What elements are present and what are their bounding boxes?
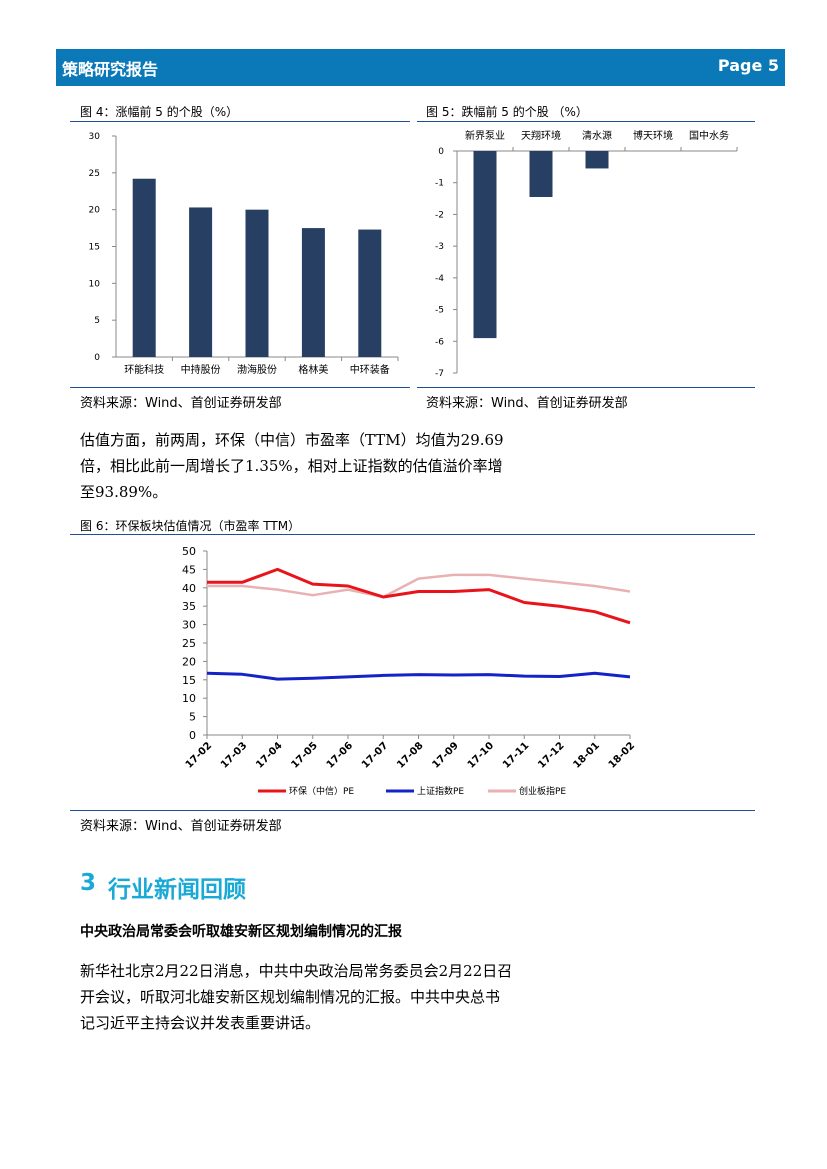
- fig5-y-tick-label: -5: [435, 306, 444, 316]
- fig5-y-tick-label: -7: [435, 369, 444, 379]
- fig4-x-tick-label: 环能科技: [124, 363, 164, 376]
- fig6-y-tick-label: 0: [189, 729, 196, 742]
- fig5-source: 资料来源：Wind、首创证券研发部: [426, 396, 628, 411]
- fig6-y-tick-label: 15: [182, 674, 196, 687]
- fig4-bar: [301, 228, 325, 357]
- fig5-x-tick-label: 天翔环境: [521, 129, 561, 142]
- fig4-bottom-rule: [70, 387, 410, 388]
- fig4-source: 资料来源：Wind、首创证券研发部: [80, 396, 282, 411]
- fig4-x-tick-label: 格林美: [298, 363, 328, 376]
- fig6-source: 资料来源：Wind、首创证券研发部: [80, 819, 282, 834]
- fig6-x-tick-label: 17-11: [501, 740, 531, 770]
- fig6-legend-label: 创业板指PE: [519, 785, 566, 797]
- fig4-x-tick-label: 中环装备: [350, 363, 390, 376]
- fig6-legend-label: 上证指数PE: [417, 785, 464, 797]
- report-type-title: 策略研究报告: [62, 60, 159, 79]
- fig4-x-tick-label: 渤海股份: [237, 363, 277, 376]
- fig5-y-tick-label: -3: [435, 242, 444, 252]
- fig5-y-tick-label: -1: [435, 179, 444, 189]
- fig6-y-tick-label: 20: [182, 655, 196, 668]
- news-headline: 中央政治局常委会听取雄安新区规划编制情况的汇报: [80, 924, 402, 940]
- fig6-series-line: [206, 671, 631, 681]
- fig5-bar: [473, 151, 497, 339]
- fig6-x-tick-label: 17-03: [219, 740, 249, 770]
- fig4-bar: [245, 209, 269, 357]
- fig5-y-tick-label: -6: [435, 337, 444, 347]
- valuation-line-2: 倍，相比此前一周增长了1.35%，相对上证指数的估值溢价率增: [80, 457, 503, 475]
- fig5-x-tick-label: 新界泵业: [465, 129, 505, 142]
- fig6-x-tick-label: 17-09: [430, 740, 460, 770]
- fig4-bar: [132, 178, 156, 357]
- fig5-bar: [585, 151, 609, 169]
- section-title: 行业新闻回顾: [108, 877, 246, 903]
- fig6-y-tick-label: 25: [182, 637, 196, 650]
- fig4-y-tick-label: 25: [89, 169, 100, 179]
- fig6-bottom-rule: [70, 810, 755, 811]
- news-line-3: 记习近平主持会议并发表重要讲话。: [80, 1014, 321, 1032]
- fig6-x-tick-label: 17-06: [325, 740, 355, 770]
- fig6-x-tick-label: 17-04: [254, 740, 284, 770]
- news-paragraph: 新华社北京2月22日消息，中共中央政治局常务委员会2月22日召 开会议，听取河北…: [80, 958, 600, 1036]
- fig6-y-tick-label: 5: [189, 711, 196, 724]
- fig6-title: 图 6：环保板块估值情况（市盈率 TTM）: [80, 519, 301, 533]
- fig6-y-tick-label: 40: [182, 582, 196, 595]
- fig5-chart: 0 -1 -2 -3 -4 -5 -6 -7 新界泵业 天翔环境 清水源 博天环境 国中水务: [435, 129, 738, 379]
- fig6-legend-label: 环保（中信）PE: [289, 785, 354, 797]
- fig4-y-tick-label: 0: [94, 353, 100, 363]
- valuation-line-3: 至93.89%。: [80, 483, 168, 501]
- fig6-x-tick-label: 17-02: [184, 740, 214, 770]
- fig5-bottom-rule: [417, 387, 755, 388]
- fig5-top-rule: [417, 121, 755, 122]
- news-line-1: 新华社北京2月22日消息，中共中央政治局常务委员会2月22日召: [80, 962, 513, 980]
- fig6-y-tick-label: 50: [182, 545, 196, 558]
- fig4-y-tick-label: 20: [89, 206, 101, 216]
- fig6-y-tick-label: 30: [182, 619, 196, 632]
- fig4-bar: [358, 229, 382, 357]
- fig5-x-tick-label: 清水源: [582, 129, 612, 142]
- fig4-y-tick-label: 10: [89, 279, 101, 289]
- fig6-y-tick-label: 10: [182, 692, 196, 705]
- fig6-x-tick-label: 17-07: [360, 740, 390, 770]
- fig4-x-tick-label: 中持股份: [181, 363, 221, 376]
- news-line-2: 开会议，听取河北雄安新区规划编制情况的汇报。中共中央总书: [80, 988, 501, 1006]
- valuation-paragraph: 估值方面，前两周，环保（中信）市盈率（TTM）均值为29.69 倍，相比此前一周…: [80, 427, 600, 505]
- fig4-y-tick-label: 30: [89, 132, 101, 142]
- fig4-y-tick-label: 5: [94, 316, 100, 326]
- fig6-x-tick-label: 18-02: [607, 740, 637, 770]
- fig6-x-tick-label: 17-12: [536, 740, 566, 770]
- fig6-top-rule: [70, 534, 755, 535]
- fig4-y-tick-label: 15: [89, 243, 100, 253]
- fig6-series-line: [207, 567, 631, 625]
- fig6-x-tick-label: 17-05: [289, 740, 319, 770]
- fig6-x-tick-label: 17-08: [395, 740, 425, 770]
- page-number: Page 5: [717, 56, 779, 75]
- fig5-y-tick-label: -2: [435, 210, 444, 220]
- fig5-y-tick-label: -4: [435, 274, 444, 284]
- section-number: 3: [80, 870, 97, 896]
- fig5-title: 图 5：跌幅前 5 的个股 （%）: [426, 105, 588, 119]
- fig6-y-tick-label: 45: [182, 563, 196, 576]
- fig4-top-rule: [70, 121, 410, 122]
- valuation-line-1: 估值方面，前两周，环保（中信）市盈率（TTM）均值为29.69: [80, 431, 504, 449]
- header-bar: [56, 49, 785, 86]
- fig4-bar: [189, 207, 213, 357]
- fig5-bar: [529, 151, 553, 197]
- fig6-chart: 0 5 10 15 20 25 30 35 40 45 50 17-02 17-03 17-04 17-05…: [182, 545, 637, 797]
- fig6-x-tick-label: 18-01: [571, 740, 601, 770]
- fig4-title: 图 4：涨幅前 5 的个股（%）: [80, 105, 239, 119]
- fig6-series-line: [207, 573, 631, 599]
- fig5-x-tick-label: 博天环境: [633, 129, 673, 142]
- fig6-y-tick-label: 35: [182, 600, 196, 613]
- fig6-x-tick-label: 17-10: [466, 740, 496, 770]
- fig5-y-tick-label: 0: [438, 147, 444, 157]
- fig5-x-tick-label: 国中水务: [689, 129, 729, 142]
- fig4-chart: 0 5 10 15 20 25 30 环能科技 中持股份 渤海股份 格林美 中环装备: [89, 132, 399, 376]
